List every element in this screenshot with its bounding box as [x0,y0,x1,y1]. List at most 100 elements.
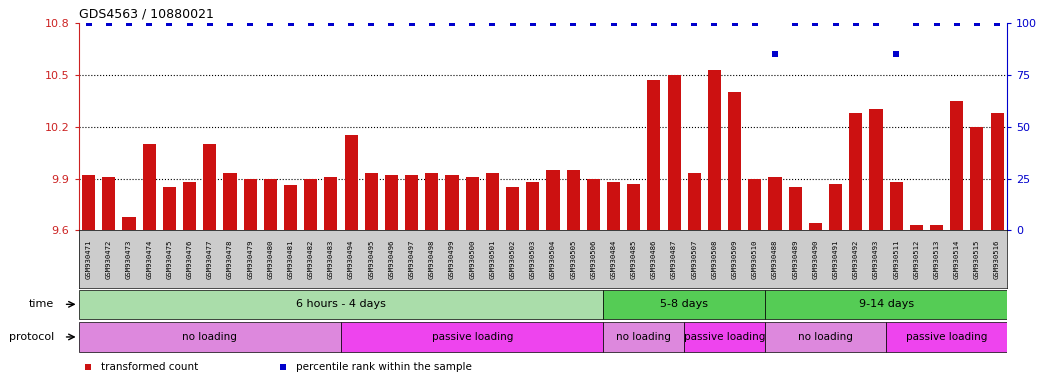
Point [605,20,622,26]
Text: GSM930476: GSM930476 [186,240,193,279]
Point [383,20,400,26]
Text: GSM930499: GSM930499 [449,240,455,279]
Point [423,20,440,26]
Bar [586,179,600,230]
Point [686,20,703,26]
Bar [183,182,196,230]
Bar [203,144,217,230]
Bar [829,184,842,230]
Point [747,20,763,26]
Bar [749,179,761,230]
Bar [385,175,398,230]
Bar [486,174,499,230]
Bar [886,322,1007,352]
Point [222,20,239,26]
Point [464,20,481,26]
Text: GSM930492: GSM930492 [853,240,859,279]
Text: percentile rank within the sample: percentile rank within the sample [296,362,472,372]
Bar [809,223,822,230]
Bar [765,290,1007,319]
Point [988,20,1005,26]
Bar [930,225,943,230]
Bar [688,174,700,230]
Bar [765,322,886,352]
Bar [425,174,439,230]
Text: GSM930502: GSM930502 [510,240,515,279]
Text: GSM930487: GSM930487 [671,240,677,279]
Point [908,20,925,26]
Point [706,20,722,26]
Bar [79,322,341,352]
Point [949,20,965,26]
Bar [364,174,378,230]
Text: GSM930485: GSM930485 [630,240,637,279]
Text: GSM930516: GSM930516 [994,240,1000,279]
Bar [506,187,519,230]
Point [242,20,259,26]
Bar [325,177,337,230]
Point [868,20,885,26]
Point [727,20,743,26]
Point [625,20,642,26]
Text: GSM930471: GSM930471 [86,240,92,279]
Bar [163,187,176,230]
Point [181,20,198,26]
Text: passive loading: passive loading [684,332,765,342]
Bar [951,101,963,230]
Bar [603,290,765,319]
Point [363,20,380,26]
Text: GSM930498: GSM930498 [429,240,435,279]
Text: GSM930501: GSM930501 [489,240,495,279]
Text: GSM930482: GSM930482 [308,240,314,279]
Text: GSM930483: GSM930483 [328,240,334,279]
Bar [869,109,883,230]
Text: GSM930513: GSM930513 [934,240,939,279]
Bar [647,80,661,230]
Bar [890,182,903,230]
Text: GSM930480: GSM930480 [267,240,273,279]
Text: GSM930494: GSM930494 [348,240,354,279]
Point [444,20,461,26]
Point [403,20,420,26]
Text: GSM930514: GSM930514 [954,240,960,279]
Point [929,20,945,26]
Text: 6 hours - 4 days: 6 hours - 4 days [296,299,386,310]
Text: GSM930489: GSM930489 [793,240,798,279]
Point [120,20,137,26]
Bar [607,182,620,230]
Point [161,20,178,26]
Text: 5-8 days: 5-8 days [661,299,708,310]
Bar [466,177,478,230]
Bar [341,322,603,352]
Text: GSM930472: GSM930472 [106,240,112,279]
Text: 9-14 days: 9-14 days [859,299,914,310]
Point [525,20,541,26]
Point [303,20,319,26]
Text: GSM930512: GSM930512 [913,240,919,279]
Text: GSM930500: GSM930500 [469,240,475,279]
Bar [344,136,358,230]
Point [505,20,521,26]
Text: GSM930484: GSM930484 [610,240,617,279]
Point [888,51,905,57]
Point [544,20,561,26]
Text: GSM930490: GSM930490 [812,240,819,279]
Point [282,20,298,26]
Text: GSM930510: GSM930510 [752,240,758,279]
Point [564,20,581,26]
Text: GSM930515: GSM930515 [974,240,980,279]
Bar [445,175,459,230]
Bar [849,113,863,230]
Point [585,20,602,26]
Text: GSM930493: GSM930493 [873,240,879,279]
Bar [82,175,95,230]
Bar [684,322,765,352]
Bar [547,170,559,230]
Text: GSM930508: GSM930508 [712,240,717,279]
Point [140,20,157,26]
Text: GSM930497: GSM930497 [408,240,415,279]
Text: GSM930506: GSM930506 [591,240,597,279]
Bar [284,185,297,230]
Bar [223,174,237,230]
Point [342,20,359,26]
